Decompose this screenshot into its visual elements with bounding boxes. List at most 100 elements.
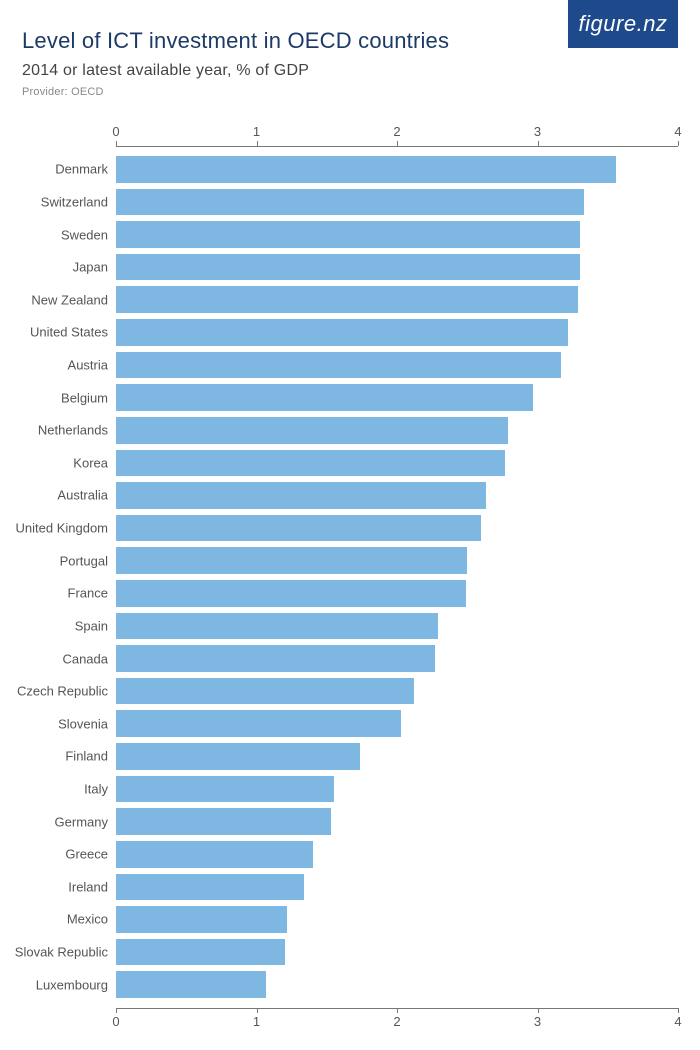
axis-tick xyxy=(397,1008,398,1013)
bar-label: Japan xyxy=(73,260,116,275)
bar-label: Czech Republic xyxy=(17,684,116,699)
axis-tick-label: 3 xyxy=(534,124,541,139)
bar-rect xyxy=(116,645,435,672)
bar-rect xyxy=(116,221,580,248)
bar-rect xyxy=(116,286,578,313)
bar-row: Belgium xyxy=(116,384,678,411)
axis-tick-label: 1 xyxy=(253,124,260,139)
bar-label: New Zealand xyxy=(31,292,116,307)
axis-tick xyxy=(538,1008,539,1013)
bar-row: United States xyxy=(116,319,678,346)
axis-tick-label: 3 xyxy=(534,1014,541,1029)
bars-area: Denmark Switzerland Sweden Japan New Zealand… xyxy=(116,156,678,998)
x-axis-top xyxy=(116,146,678,147)
bar-rect xyxy=(116,417,508,444)
bar-rect xyxy=(116,384,533,411)
bar-label: Denmark xyxy=(55,162,116,177)
bar-rect xyxy=(116,874,304,901)
bar-row: Finland xyxy=(116,743,678,770)
bar-label: Luxembourg xyxy=(36,977,116,992)
bar-label: Greece xyxy=(65,847,116,862)
bar-rect xyxy=(116,710,401,737)
bar-rect xyxy=(116,776,334,803)
bar-row: Czech Republic xyxy=(116,678,678,705)
bar-label: Slovenia xyxy=(58,716,116,731)
bar-row: Switzerland xyxy=(116,189,678,216)
bar-rect xyxy=(116,743,360,770)
bar-row: United Kingdom xyxy=(116,515,678,542)
bar-label: Portugal xyxy=(60,553,116,568)
bar-row: Korea xyxy=(116,450,678,477)
bar-label: Italy xyxy=(84,781,116,796)
bar-row: Greece xyxy=(116,841,678,868)
bar-label: Austria xyxy=(68,357,116,372)
bar-label: Netherlands xyxy=(38,423,116,438)
chart-provider: Provider: OECD xyxy=(22,86,678,98)
axis-tick xyxy=(397,141,398,146)
axis-tick-label: 1 xyxy=(253,1014,260,1029)
axis-tick-label: 2 xyxy=(393,124,400,139)
bar-rect xyxy=(116,906,287,933)
bar-label: Korea xyxy=(73,455,116,470)
bar-label: Belgium xyxy=(61,390,116,405)
bar-row: New Zealand xyxy=(116,286,678,313)
axis-tick xyxy=(257,141,258,146)
bar-row: Netherlands xyxy=(116,417,678,444)
bar-rect xyxy=(116,352,561,379)
bar-row: Denmark xyxy=(116,156,678,183)
bar-row: Luxembourg xyxy=(116,971,678,998)
bar-rect xyxy=(116,156,616,183)
axis-tick-label: 4 xyxy=(674,124,681,139)
bar-row: Canada xyxy=(116,645,678,672)
axis-tick xyxy=(257,1008,258,1013)
bar-rect xyxy=(116,515,481,542)
bar-row: Spain xyxy=(116,613,678,640)
bar-row: Australia xyxy=(116,482,678,509)
chart-area: 0011223344DenmarkSwitzerlandSwedenJapanN… xyxy=(22,126,678,1028)
bar-row: Japan xyxy=(116,254,678,281)
bar-label: Switzerland xyxy=(41,194,116,209)
bar-row: Mexico xyxy=(116,906,678,933)
brand-text: figure.nz xyxy=(579,11,668,37)
axis-tick-label: 2 xyxy=(393,1014,400,1029)
brand-badge: figure.nz xyxy=(568,0,678,48)
bar-rect xyxy=(116,613,438,640)
bar-rect xyxy=(116,971,266,998)
bar-rect xyxy=(116,547,467,574)
bar-label: United Kingdom xyxy=(16,521,117,536)
bar-label: Slovak Republic xyxy=(15,945,116,960)
axis-tick xyxy=(538,141,539,146)
bar-label: Germany xyxy=(55,814,116,829)
axis-tick-label: 0 xyxy=(112,124,119,139)
bar-label: Canada xyxy=(62,651,116,666)
bar-row: Slovenia xyxy=(116,710,678,737)
bar-rect xyxy=(116,808,331,835)
bar-rect xyxy=(116,450,505,477)
axis-tick xyxy=(116,141,117,146)
bar-label: France xyxy=(68,586,116,601)
bar-row: Sweden xyxy=(116,221,678,248)
bar-rect xyxy=(116,319,568,346)
bar-label: Sweden xyxy=(61,227,116,242)
bar-label: Finland xyxy=(65,749,116,764)
bar-row: France xyxy=(116,580,678,607)
bar-label: United States xyxy=(30,325,116,340)
bar-rect xyxy=(116,254,580,281)
bar-label: Australia xyxy=(57,488,116,503)
chart-subtitle: 2014 or latest available year, % of GDP xyxy=(22,62,678,80)
axis-tick-label: 0 xyxy=(112,1014,119,1029)
bar-row: Portugal xyxy=(116,547,678,574)
bar-rect xyxy=(116,189,584,216)
axis-tick xyxy=(116,1008,117,1013)
bar-rect xyxy=(116,482,486,509)
bar-rect xyxy=(116,580,466,607)
bar-label: Spain xyxy=(75,618,116,633)
bar-row: Ireland xyxy=(116,874,678,901)
axis-tick xyxy=(678,1008,679,1013)
bar-rect xyxy=(116,678,414,705)
bar-rect xyxy=(116,841,313,868)
bar-row: Germany xyxy=(116,808,678,835)
axis-tick xyxy=(678,141,679,146)
bar-rect xyxy=(116,939,285,966)
bar-label: Mexico xyxy=(67,912,116,927)
